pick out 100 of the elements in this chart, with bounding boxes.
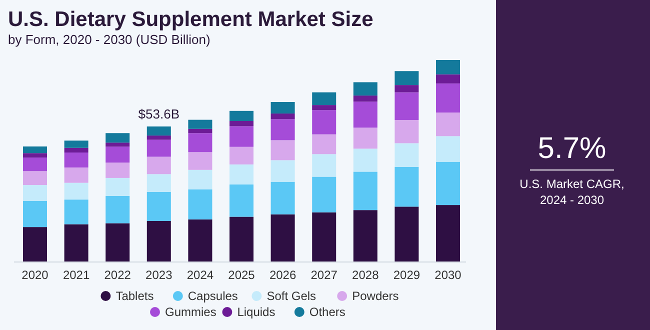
bar xyxy=(106,146,130,163)
legend-label: Powders xyxy=(352,289,399,303)
bar xyxy=(23,158,47,172)
x-tick-label: 2022 xyxy=(104,268,132,282)
bar xyxy=(312,110,336,134)
text: 5.7% xyxy=(538,132,606,165)
bar xyxy=(353,172,378,210)
legend-label: Gummies xyxy=(165,305,216,319)
bar xyxy=(394,85,419,92)
bar xyxy=(353,102,378,128)
bar xyxy=(394,71,419,86)
bar xyxy=(312,134,336,154)
bar xyxy=(436,136,460,162)
bar xyxy=(312,154,336,177)
x-tick-label: 2030 xyxy=(434,268,462,282)
text: U.S. Market CAGR, xyxy=(520,177,624,191)
bar xyxy=(312,105,336,110)
bar xyxy=(436,205,460,262)
bar xyxy=(188,170,212,190)
x-tick-label: 2028 xyxy=(352,268,380,282)
bar xyxy=(23,185,47,201)
bar xyxy=(230,126,254,147)
bar xyxy=(436,74,460,84)
bar xyxy=(270,114,295,120)
bar xyxy=(230,121,254,126)
bar xyxy=(146,136,171,140)
bar xyxy=(188,219,212,262)
bar xyxy=(394,206,419,262)
bar xyxy=(188,152,212,170)
bar xyxy=(230,146,254,164)
x-tick-label: 2024 xyxy=(186,268,214,282)
bar xyxy=(146,156,171,174)
bar xyxy=(64,200,88,224)
bar xyxy=(106,133,130,143)
legend-label: Capsules xyxy=(188,289,238,303)
bar xyxy=(312,176,336,212)
bar xyxy=(436,112,460,136)
x-tick-label: 2027 xyxy=(310,268,338,282)
bar xyxy=(436,83,460,113)
bar xyxy=(146,126,171,136)
bar xyxy=(64,148,88,153)
bar xyxy=(230,184,254,217)
bar xyxy=(436,60,460,74)
bar xyxy=(270,102,295,114)
bar xyxy=(64,140,88,148)
bar xyxy=(230,110,254,122)
bar xyxy=(64,224,88,262)
x-tick-label: 2026 xyxy=(269,268,296,282)
bar xyxy=(106,178,130,196)
bar xyxy=(230,164,254,184)
text: 2024 - 2030 xyxy=(540,193,604,207)
chart-title: U.S. Dietary Supplement Market Size xyxy=(8,8,374,31)
bar xyxy=(394,143,419,167)
x-tick-label: 2025 xyxy=(228,268,256,282)
x-tick-label: 2021 xyxy=(62,268,90,282)
bar xyxy=(146,174,171,192)
bar xyxy=(394,120,419,144)
bar xyxy=(353,128,378,149)
bar xyxy=(188,133,212,152)
bar xyxy=(23,171,47,186)
bar xyxy=(106,162,130,178)
x-tick-label: 2020 xyxy=(22,268,49,282)
bar xyxy=(106,223,130,262)
bar xyxy=(188,120,212,129)
bar xyxy=(353,82,378,96)
bar xyxy=(436,162,460,206)
x-tick-label: 2029 xyxy=(393,268,420,282)
bar xyxy=(270,119,295,140)
bar xyxy=(64,167,88,183)
bar xyxy=(146,140,171,157)
bar xyxy=(394,92,419,120)
chart-subtitle: by Form, 2020 - 2030 (USD Billion) xyxy=(8,32,210,47)
legend-label: Liquids xyxy=(237,305,276,319)
bar xyxy=(146,220,171,262)
legend-label: Tablets xyxy=(116,289,154,303)
annotation: $53.6B xyxy=(138,106,180,122)
bar xyxy=(188,189,212,220)
bar xyxy=(353,96,378,102)
x-tick-label: 2023 xyxy=(146,268,173,282)
bar xyxy=(270,140,295,160)
bar xyxy=(270,182,295,214)
bar xyxy=(23,227,47,262)
bar xyxy=(64,152,88,168)
bar xyxy=(106,196,130,224)
bar xyxy=(394,166,419,207)
bar xyxy=(106,142,130,147)
bar xyxy=(146,192,171,221)
legend-label: Others xyxy=(309,305,346,319)
bar xyxy=(188,128,212,134)
bar xyxy=(64,182,88,200)
bar xyxy=(23,200,47,228)
bar xyxy=(23,146,47,154)
bar xyxy=(230,216,254,262)
legend-label: Soft Gels xyxy=(266,289,316,303)
bar xyxy=(23,153,47,158)
bar xyxy=(270,214,295,262)
bar xyxy=(312,212,336,262)
bar xyxy=(353,210,378,262)
bar xyxy=(353,148,378,172)
bar xyxy=(270,160,295,182)
